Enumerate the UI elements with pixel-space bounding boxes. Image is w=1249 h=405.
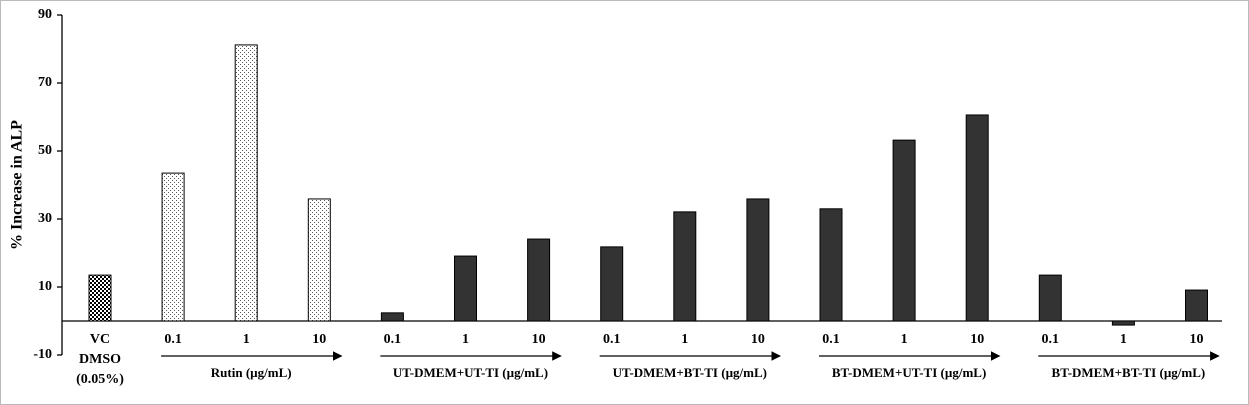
x-tick-label: (0.05%): [76, 372, 124, 387]
bar: [1185, 289, 1208, 322]
x-tick-label: 10: [532, 332, 546, 347]
x-tick-label: 0.1: [822, 332, 840, 347]
group-label: UT-DMEM+UT-TI (µg/mL): [393, 365, 548, 380]
x-tick-label: DMSO: [79, 352, 121, 367]
bar: [892, 139, 916, 322]
x-tick-label: 0.1: [384, 332, 402, 347]
y-tick-label: 70: [38, 75, 52, 90]
bar: [234, 44, 258, 322]
x-tick-label: 1: [901, 332, 908, 347]
group-label: UT-DMEM+BT-TI (µg/mL): [613, 365, 767, 380]
bar: [527, 238, 551, 322]
bar: [819, 208, 843, 322]
bar: [88, 274, 112, 322]
y-tick-label: 10: [38, 279, 52, 294]
bar: [746, 198, 770, 322]
x-tick-label: 1: [243, 332, 250, 347]
x-tick-label: 1: [1120, 332, 1127, 347]
x-tick-label: 0.1: [1042, 332, 1060, 347]
y-tick-label: 90: [38, 7, 52, 22]
x-tick-label: 10: [1190, 332, 1204, 347]
bar: [454, 255, 477, 322]
y-axis-label: % Increase in ALP: [9, 120, 26, 250]
bar: [1111, 320, 1135, 326]
x-tick-label: 10: [751, 332, 765, 347]
x-tick-label: 0.1: [164, 332, 182, 347]
x-tick-label: VC: [90, 332, 110, 347]
y-tick-label: -10: [33, 347, 52, 362]
group-label: BT-DMEM+UT-TI (µg/mL): [832, 365, 986, 380]
bar: [161, 172, 185, 322]
bar: [673, 211, 697, 322]
x-tick-label: 1: [681, 332, 688, 347]
group-label: Rutin (µg/mL): [211, 365, 292, 380]
bar: [380, 312, 404, 322]
bar: [307, 198, 331, 322]
group-label: BT-DMEM+BT-TI (µg/mL): [1052, 365, 1206, 380]
bar: [1038, 274, 1062, 322]
bar: [965, 114, 989, 322]
x-tick-label: 0.1: [603, 332, 621, 347]
x-tick-label: 1: [462, 332, 469, 347]
x-tick-label: 10: [312, 332, 326, 347]
x-tick-label: 10: [970, 332, 984, 347]
bar: [600, 246, 624, 322]
y-tick-label: 50: [38, 143, 52, 158]
y-tick-label: 30: [38, 211, 52, 226]
